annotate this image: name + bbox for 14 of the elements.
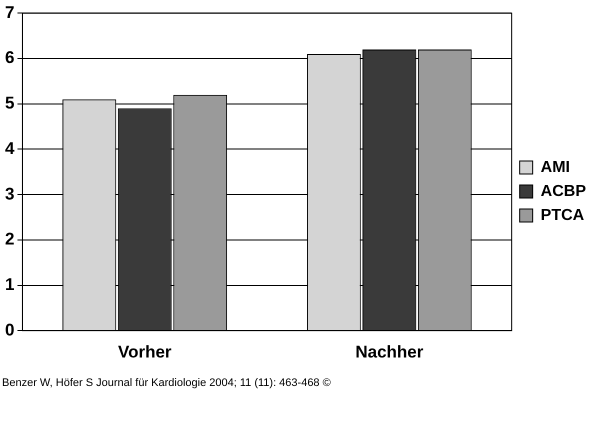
y-tick-label: 6: [4, 48, 14, 68]
legend-label: PTCA: [540, 206, 585, 224]
text: Benzer W, Höfer S Journal für Kardiologie 2004; 11 (11): 463-468 ©: [2, 377, 331, 389]
legend-label: AMI: [540, 158, 570, 176]
y-tick-label: 1: [4, 274, 14, 294]
y-tick-label: 2: [4, 230, 14, 249]
x-tick-label: Nachher: [355, 342, 424, 362]
y-tick-label: 0: [4, 320, 14, 340]
y-tick-label: 7: [4, 2, 14, 22]
y-tick-label: 4: [4, 138, 15, 158]
x-tick-label: Vorher: [118, 342, 172, 362]
y-tick-label: 5: [4, 94, 14, 113]
y-tick-label: 3: [4, 184, 14, 204]
legend-label: ACBP: [540, 182, 586, 200]
